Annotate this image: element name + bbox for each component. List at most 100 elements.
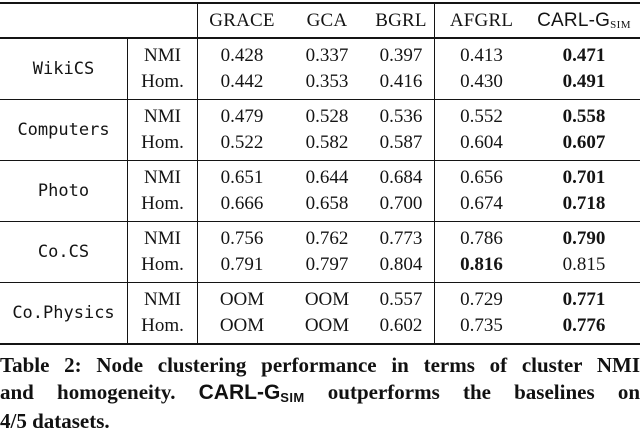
value-cell: 0.430 bbox=[460, 71, 503, 92]
value-cell: 0.479 bbox=[220, 106, 264, 127]
metric-column: NMI Hom. bbox=[128, 161, 198, 221]
value-cell: 0.602 bbox=[379, 315, 423, 336]
metric-column: NMI Hom. bbox=[128, 39, 198, 99]
value-column-carl-g: 0.558 0.607 bbox=[528, 100, 640, 160]
value-cell: 0.656 bbox=[460, 167, 503, 188]
value-cell: 0.666 bbox=[220, 193, 264, 214]
value-cell: 0.729 bbox=[460, 289, 503, 310]
value-column-grace: 0.756 0.791 bbox=[198, 222, 286, 282]
value-cell: 0.651 bbox=[220, 167, 264, 188]
metric-label: NMI bbox=[144, 167, 181, 188]
value-cell: 0.558 bbox=[562, 106, 606, 127]
col-header-grace: GRACE bbox=[209, 9, 275, 31]
metric-column: NMI Hom. bbox=[128, 222, 198, 282]
value-cell: 0.397 bbox=[379, 45, 423, 66]
value-column-afgrl: 0.656 0.674 bbox=[435, 161, 528, 221]
value-column-bgrl: 0.536 0.587 bbox=[368, 100, 435, 160]
value-column-carl-g: 0.790 0.815 bbox=[528, 222, 640, 282]
value-cell: 0.674 bbox=[460, 193, 503, 214]
caption-line-2: and homogeneity. CARL-GSIM outperforms t… bbox=[0, 379, 640, 408]
table-section-co-physics: Co.Physics NMI Hom. OOM OOM OOM OOM 0.55… bbox=[0, 282, 640, 343]
dataset-label: Co.CS bbox=[0, 222, 128, 282]
dataset-label: WikiCS bbox=[0, 39, 128, 99]
caption-line-3: 4/5 datasets. bbox=[0, 409, 110, 433]
value-column-grace: 0.479 0.522 bbox=[198, 100, 286, 160]
caption-text-post: outperforms the baselines on bbox=[327, 380, 640, 404]
value-cell: 0.557 bbox=[379, 289, 423, 310]
value-column-bgrl: 0.773 0.804 bbox=[368, 222, 435, 282]
header-dataset-spacer bbox=[0, 4, 128, 37]
metric-label: Hom. bbox=[141, 315, 184, 336]
value-column-gca: OOM OOM bbox=[286, 283, 368, 343]
value-cell: 0.658 bbox=[305, 193, 349, 214]
table-section-photo: Photo NMI Hom. 0.651 0.666 0.644 0.658 0… bbox=[0, 160, 640, 221]
value-column-grace: 0.428 0.442 bbox=[198, 39, 286, 99]
value-cell: 0.815 bbox=[562, 254, 606, 275]
value-column-afgrl: 0.552 0.604 bbox=[435, 100, 528, 160]
value-column-afgrl: 0.786 0.816 bbox=[435, 222, 528, 282]
metric-label: Hom. bbox=[141, 132, 184, 153]
carl-g-subscript: SIM bbox=[610, 18, 631, 31]
value-column-grace: 0.651 0.666 bbox=[198, 161, 286, 221]
value-column-bgrl: 0.684 0.700 bbox=[368, 161, 435, 221]
value-cell: 0.797 bbox=[305, 254, 349, 275]
value-column-carl-g: 0.771 0.776 bbox=[528, 283, 640, 343]
value-cell: OOM bbox=[304, 315, 350, 336]
value-cell: 0.536 bbox=[379, 106, 423, 127]
value-cell: 0.587 bbox=[379, 132, 423, 153]
value-cell: 0.607 bbox=[562, 132, 606, 153]
metric-label: NMI bbox=[144, 45, 181, 66]
table-section-co-cs: Co.CS NMI Hom. 0.756 0.791 0.762 0.797 0… bbox=[0, 221, 640, 282]
dataset-label: Co.Physics bbox=[0, 283, 128, 343]
metric-label: NMI bbox=[144, 228, 181, 249]
col-header-gca: GCA bbox=[306, 9, 348, 31]
value-cell: 0.552 bbox=[460, 106, 503, 127]
value-cell: 0.442 bbox=[220, 71, 264, 92]
value-column-gca: 0.528 0.582 bbox=[286, 100, 368, 160]
value-cell: 0.604 bbox=[460, 132, 503, 153]
value-cell: 0.471 bbox=[562, 45, 606, 66]
value-cell: 0.353 bbox=[305, 71, 349, 92]
dataset-label: Computers bbox=[0, 100, 128, 160]
col-header-afgrl: AFGRL bbox=[449, 9, 514, 31]
carl-g-label: CARL-G bbox=[537, 9, 611, 31]
value-cell: 0.644 bbox=[305, 167, 349, 188]
col-header-carl-g-sim: CARL-G SIM bbox=[528, 4, 640, 37]
caption-text-pre: and homogeneity. bbox=[0, 380, 176, 404]
value-cell: 0.528 bbox=[305, 106, 349, 127]
value-cell: 0.718 bbox=[562, 193, 606, 214]
value-cell: 0.816 bbox=[460, 254, 503, 275]
value-cell: 0.786 bbox=[460, 228, 503, 249]
value-column-grace: OOM OOM bbox=[198, 283, 286, 343]
value-cell: 0.522 bbox=[220, 132, 264, 153]
method-name-main: CARL-G bbox=[198, 381, 281, 404]
value-column-gca: 0.762 0.797 bbox=[286, 222, 368, 282]
value-cell: OOM bbox=[219, 289, 265, 310]
metric-label: NMI bbox=[144, 289, 181, 310]
value-column-bgrl: 0.397 0.416 bbox=[368, 39, 435, 99]
metric-column: NMI Hom. bbox=[128, 100, 198, 160]
header-metric-spacer bbox=[128, 4, 198, 37]
metric-label: Hom. bbox=[141, 254, 184, 275]
value-cell: 0.582 bbox=[305, 132, 349, 153]
value-column-carl-g: 0.701 0.718 bbox=[528, 161, 640, 221]
value-column-bgrl: 0.557 0.602 bbox=[368, 283, 435, 343]
method-name: CARL-GSIM bbox=[198, 381, 305, 405]
value-cell: 0.700 bbox=[379, 193, 423, 214]
metric-label: NMI bbox=[144, 106, 181, 127]
value-cell: OOM bbox=[219, 315, 265, 336]
value-column-afgrl: 0.413 0.430 bbox=[435, 39, 528, 99]
value-cell: 0.790 bbox=[562, 228, 606, 249]
col-header-bgrl: BGRL bbox=[368, 4, 435, 37]
metric-column: NMI Hom. bbox=[128, 283, 198, 343]
table-section-wikics: WikiCS NMI Hom. 0.428 0.442 0.337 0.353 … bbox=[0, 39, 640, 99]
value-cell: 0.413 bbox=[460, 45, 503, 66]
table-caption: Table 2: Node clustering performance in … bbox=[0, 352, 640, 435]
table-header: GRACE GCA BGRL AFGRL CARL-G SIM bbox=[0, 4, 640, 39]
value-cell: 0.762 bbox=[305, 228, 349, 249]
metric-label: Hom. bbox=[141, 71, 184, 92]
value-column-afgrl: 0.729 0.735 bbox=[435, 283, 528, 343]
value-cell: 0.776 bbox=[562, 315, 606, 336]
value-cell: 0.791 bbox=[220, 254, 264, 275]
